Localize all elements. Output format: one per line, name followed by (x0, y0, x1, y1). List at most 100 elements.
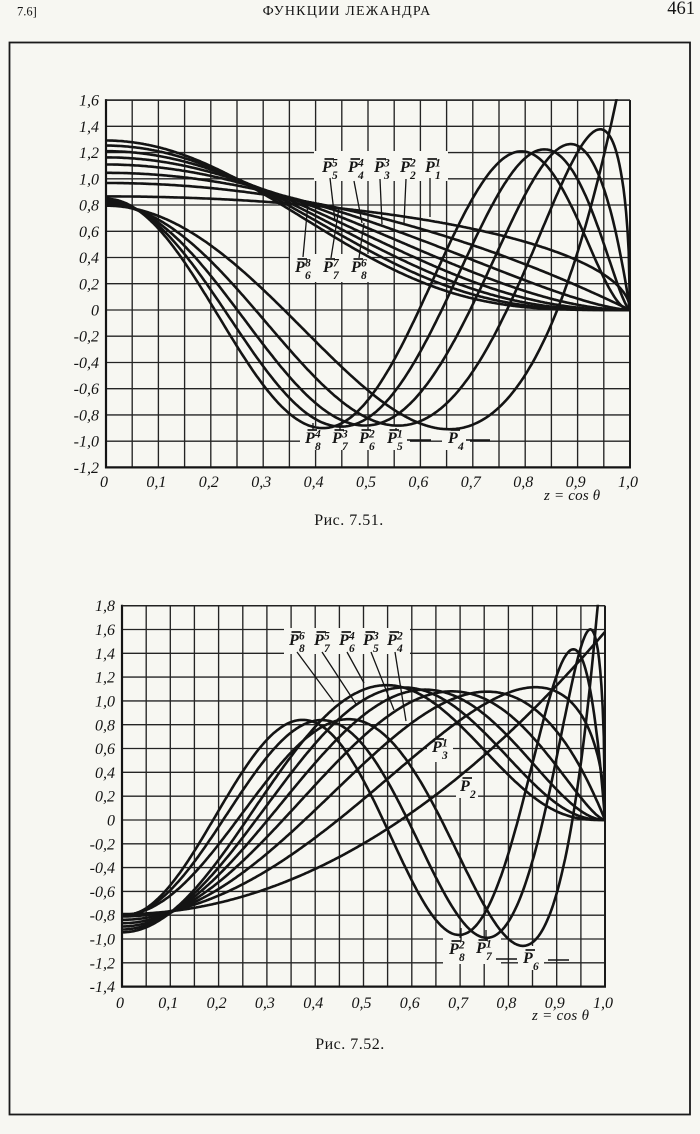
svg-text:5: 5 (373, 643, 379, 655)
svg-text:1,6: 1,6 (95, 622, 115, 639)
svg-text:0,2: 0,2 (199, 474, 219, 491)
svg-text:4: 4 (357, 170, 364, 182)
svg-text:z = cos θ: z = cos θ (531, 1008, 590, 1024)
svg-text:P: P (350, 259, 361, 276)
svg-text:7: 7 (333, 258, 340, 270)
svg-text:0,6: 0,6 (79, 224, 99, 241)
svg-text:1,0: 1,0 (618, 474, 638, 491)
svg-text:3: 3 (372, 631, 379, 643)
svg-text:P: P (448, 941, 459, 958)
svg-text:P: P (313, 632, 324, 649)
svg-text:1,0: 1,0 (79, 171, 99, 188)
svg-text:z = cos θ: z = cos θ (543, 488, 601, 504)
svg-text:P: P (288, 632, 299, 649)
svg-text:4: 4 (357, 158, 364, 170)
svg-text:0,5: 0,5 (356, 474, 376, 491)
svg-text:-0,4: -0,4 (90, 860, 115, 877)
svg-text:0,3: 0,3 (251, 474, 271, 491)
svg-text:3: 3 (383, 158, 390, 170)
svg-text:Рис. 7.52.: Рис. 7.52. (315, 1036, 385, 1053)
svg-text:0,2: 0,2 (79, 276, 99, 293)
svg-text:1: 1 (435, 158, 441, 170)
svg-text:1,0: 1,0 (95, 693, 115, 710)
svg-text:461: 461 (667, 0, 695, 19)
svg-text:6: 6 (533, 961, 539, 973)
svg-text:-0,8: -0,8 (74, 407, 99, 424)
svg-text:P: P (338, 632, 349, 649)
svg-text:1,4: 1,4 (95, 646, 115, 663)
svg-text:P: P (424, 159, 435, 176)
svg-text:0,4: 0,4 (79, 250, 99, 267)
svg-text:P: P (304, 430, 315, 447)
svg-text:P: P (322, 259, 333, 276)
svg-text:2: 2 (409, 158, 416, 170)
svg-text:7: 7 (333, 270, 340, 282)
svg-text:0,6: 0,6 (408, 474, 428, 491)
svg-text:-1,4: -1,4 (90, 979, 115, 996)
svg-text:5: 5 (332, 158, 338, 170)
svg-text:8: 8 (459, 952, 465, 964)
svg-text:-0,6: -0,6 (74, 381, 99, 398)
svg-text:8: 8 (315, 441, 321, 453)
svg-text:P: P (399, 159, 410, 176)
svg-text:P: P (386, 632, 397, 649)
svg-text:0,1: 0,1 (146, 474, 166, 491)
svg-text:6: 6 (349, 643, 355, 655)
svg-text:-0,2: -0,2 (74, 329, 99, 346)
svg-text:0,6: 0,6 (95, 741, 115, 758)
svg-text:0,1: 0,1 (158, 995, 178, 1012)
svg-text:8: 8 (299, 643, 305, 655)
svg-text:P: P (321, 159, 332, 176)
svg-text:4: 4 (457, 441, 464, 453)
svg-text:0: 0 (116, 995, 124, 1012)
svg-text:P: P (331, 430, 342, 447)
svg-text:0,7: 0,7 (461, 474, 482, 491)
svg-text:3: 3 (441, 750, 448, 762)
svg-text:0,6: 0,6 (400, 995, 420, 1012)
svg-text:6: 6 (305, 270, 311, 282)
svg-text:0,9: 0,9 (566, 474, 586, 491)
svg-text:P: P (358, 430, 369, 447)
svg-text:0: 0 (107, 813, 115, 830)
svg-text:-1,2: -1,2 (74, 460, 99, 477)
svg-text:0,8: 0,8 (95, 717, 115, 734)
svg-text:-0,2: -0,2 (90, 836, 115, 853)
svg-text:0,8: 0,8 (79, 198, 99, 215)
svg-text:1,0: 1,0 (593, 995, 613, 1012)
svg-text:4: 4 (314, 429, 321, 441)
svg-text:P: P (294, 259, 305, 276)
svg-text:0,4: 0,4 (95, 765, 115, 782)
svg-text:P: P (447, 430, 458, 447)
svg-text:7: 7 (486, 951, 493, 963)
svg-text:0,2: 0,2 (207, 995, 227, 1012)
svg-text:0,3: 0,3 (255, 995, 275, 1012)
svg-text:2: 2 (409, 170, 416, 182)
svg-text:8: 8 (361, 270, 367, 282)
svg-text:P: P (362, 632, 373, 649)
svg-text:-0,6: -0,6 (90, 884, 115, 901)
svg-text:2: 2 (458, 940, 465, 952)
svg-text:1,2: 1,2 (79, 145, 99, 162)
svg-text:0,7: 0,7 (448, 995, 469, 1012)
svg-text:7: 7 (324, 643, 331, 655)
svg-text:2: 2 (368, 429, 375, 441)
svg-text:-1,0: -1,0 (74, 434, 99, 451)
svg-text:5: 5 (332, 170, 338, 182)
svg-text:1: 1 (486, 939, 492, 951)
svg-text:Рис. 7.51.: Рис. 7.51. (314, 512, 384, 529)
svg-text:ФУНКЦИИ ЛЕЖАНДРА: ФУНКЦИИ ЛЕЖАНДРА (263, 4, 432, 19)
svg-text:7.6]: 7.6] (17, 5, 37, 19)
svg-text:4: 4 (396, 643, 403, 655)
svg-text:P: P (522, 950, 533, 967)
svg-text:1: 1 (435, 170, 441, 182)
svg-text:P: P (431, 739, 442, 756)
svg-text:-0,4: -0,4 (74, 355, 99, 372)
svg-text:1,6: 1,6 (79, 93, 99, 110)
svg-text:-1,2: -1,2 (90, 955, 115, 972)
svg-text:0: 0 (91, 303, 99, 320)
svg-text:1,2: 1,2 (95, 670, 115, 687)
svg-text:1: 1 (397, 429, 403, 441)
svg-text:-1,0: -1,0 (90, 932, 115, 949)
svg-text:0,5: 0,5 (352, 995, 372, 1012)
svg-text:0,8: 0,8 (513, 474, 533, 491)
